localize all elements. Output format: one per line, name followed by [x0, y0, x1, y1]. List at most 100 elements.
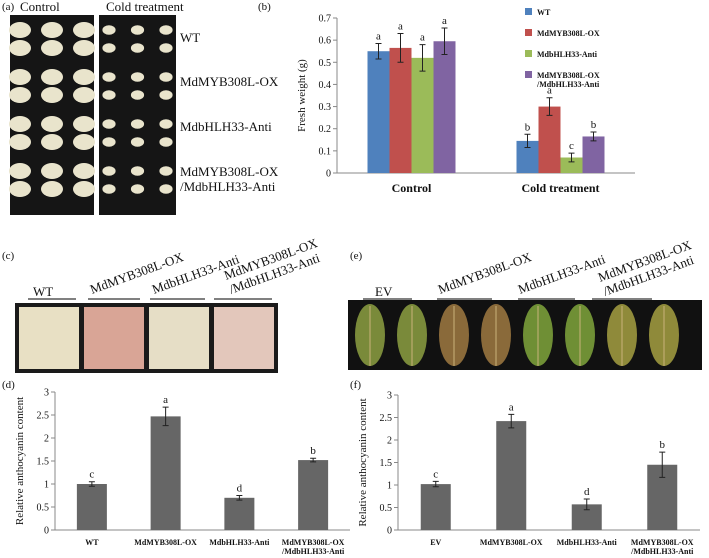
panel-letter: (d) [2, 379, 15, 391]
callus [9, 69, 31, 85]
error-bar [310, 457, 317, 463]
x-tick-label: MdMYB308L-OX/MdbHLH33-Anti [630, 538, 694, 556]
panel-letter: (b) [258, 1, 271, 13]
y-tick-label: 0.5 [319, 58, 332, 69]
bar [516, 140, 539, 173]
callus [73, 69, 95, 85]
y-tick-label: 1 [44, 480, 49, 491]
y-tick-label: 2.5 [37, 411, 50, 422]
y-tick-label: 2.5 [380, 413, 393, 424]
significance-letter: a [420, 32, 425, 44]
bar [389, 47, 412, 174]
y-tick-label: 1.5 [380, 458, 393, 469]
sample-label: MdMYB308L-OX/MdbHLH33-Anti [222, 235, 325, 297]
bar [496, 421, 527, 530]
callus [73, 40, 95, 56]
panel-letter: (a) [2, 1, 15, 13]
callus [159, 119, 173, 129]
callus [9, 22, 31, 38]
y-tick-label: 0.4 [319, 80, 332, 91]
error-bar [419, 44, 426, 72]
bar [298, 460, 329, 530]
callus [102, 137, 116, 147]
y-axis-label: Relative anthocyanin content [357, 398, 369, 526]
error-bar [441, 27, 448, 56]
y-tick-label: 0.7 [319, 14, 332, 25]
error-bar [397, 33, 404, 63]
legend-swatch [525, 50, 532, 57]
error-bar [524, 133, 531, 149]
sample-label: EV [375, 284, 393, 299]
significance-letter: a [376, 30, 381, 42]
callus [73, 163, 95, 179]
callus [159, 72, 173, 82]
bar [411, 57, 434, 173]
photo-c [15, 298, 278, 373]
callus [41, 22, 63, 38]
y-axis-label: Fresh weight (g) [296, 59, 308, 132]
bar [433, 41, 456, 173]
y-tick-label: 0 [326, 169, 331, 180]
x-tick-label: MdbHLH33-Anti [557, 538, 618, 547]
callus [159, 43, 173, 53]
callus [130, 25, 145, 35]
significance-letter: d [584, 486, 590, 498]
callus [19, 307, 79, 369]
legend-label: MdMYB308L-OX [537, 29, 600, 38]
callus [9, 87, 31, 103]
error-bar [162, 406, 169, 427]
panel-letter: (e) [350, 250, 363, 262]
legend-swatch [525, 71, 532, 78]
panel-letter: (c) [2, 250, 15, 262]
x-tick-label: MdMYB308L-OX/MdbHLH33-Anti [281, 538, 345, 556]
legend-label: MdbHLH33-Anti [537, 50, 598, 59]
callus [130, 72, 145, 82]
error-bar [236, 495, 243, 501]
significance-letter: d [237, 483, 243, 495]
row-label: MdMYB308L-OX [180, 74, 279, 89]
significance-letter: c [433, 468, 438, 480]
callus [130, 119, 145, 129]
y-tick-label: 1.5 [37, 457, 50, 468]
callus [73, 181, 95, 197]
significance-letter: a [547, 85, 552, 97]
callus [149, 307, 209, 369]
callus [9, 134, 31, 150]
column-label: Cold treatment [106, 0, 184, 14]
bar [538, 106, 561, 173]
significance-letter: c [569, 140, 574, 152]
error-bar [432, 480, 439, 488]
y-tick-label: 3 [44, 388, 49, 399]
callus [41, 134, 63, 150]
callus [130, 166, 145, 176]
x-tick-label: EV [430, 538, 441, 547]
row-label: MdbHLH33-Anti [180, 119, 272, 134]
legend-label: MdMYB308L-OX/MdbHLH33-Anti [536, 71, 600, 89]
significance-letter: a [163, 394, 168, 406]
callus [41, 40, 63, 56]
callus [9, 181, 31, 197]
callus [9, 116, 31, 132]
callus [41, 69, 63, 85]
significance-letter: b [525, 121, 531, 133]
legend-label: WT [537, 8, 551, 17]
error-bar [88, 481, 95, 487]
y-tick-label: 2 [387, 436, 392, 447]
y-tick-label: 1 [387, 481, 392, 492]
y-tick-label: 0.3 [319, 102, 332, 113]
callus [73, 134, 95, 150]
panel-letter: (f) [350, 379, 361, 391]
significance-letter: b [310, 445, 316, 457]
callus [159, 25, 173, 35]
y-tick-label: 0.2 [319, 124, 332, 135]
callus [9, 40, 31, 56]
y-tick-label: 0.5 [37, 503, 50, 514]
x-tick-label: Cold treatment [521, 181, 599, 195]
callus [159, 184, 173, 194]
callus [41, 87, 63, 103]
callus [9, 163, 31, 179]
photo-a [9, 15, 176, 215]
callus [130, 184, 145, 194]
callus [41, 181, 63, 197]
